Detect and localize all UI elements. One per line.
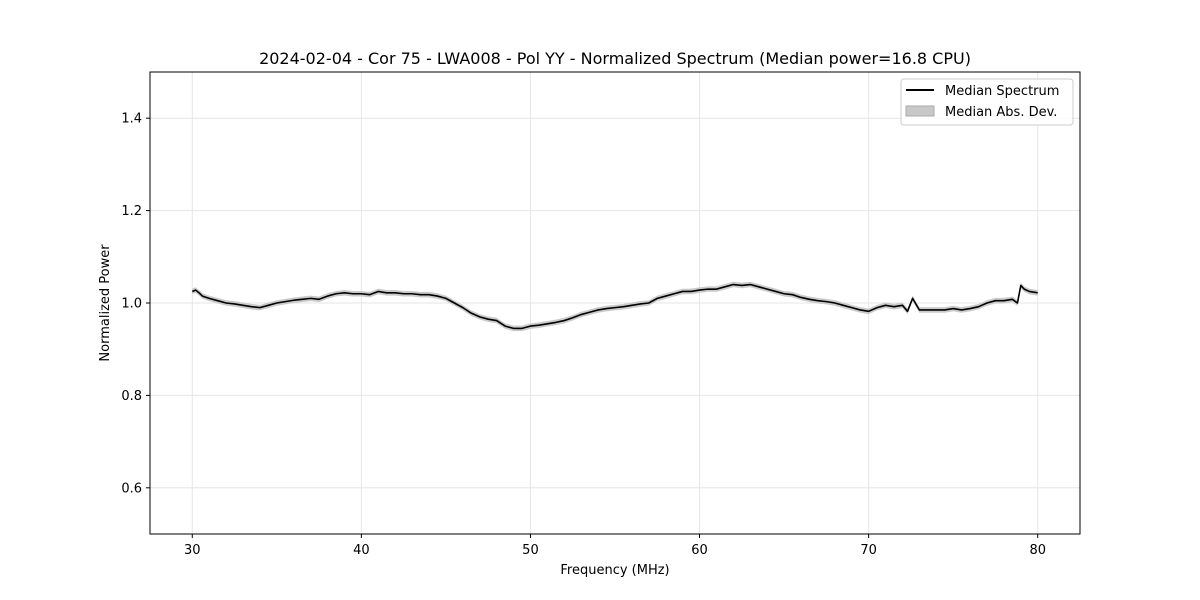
- median-spectrum-line: [191, 283, 1038, 330]
- y-axis-label: Normalized Power: [98, 244, 113, 362]
- y-tick-label: 1.0: [121, 297, 142, 312]
- y-tick-label: 1.4: [121, 112, 142, 127]
- legend: Median Spectrum Median Abs. Dev.: [900, 78, 1074, 126]
- x-tick-label: 30: [184, 543, 201, 558]
- spectrum-line-layer: [191, 283, 1038, 330]
- legend-label-median-abs-dev: Median Abs. Dev.: [945, 105, 1057, 120]
- legend-label-median-spectrum: Median Spectrum: [945, 84, 1059, 99]
- legend-band-swatch: [905, 105, 935, 117]
- x-tick-label: 70: [860, 543, 877, 558]
- x-tick-label: 80: [1029, 543, 1046, 558]
- legend-frame: [900, 78, 1074, 126]
- y-tick-label: 0.8: [121, 389, 142, 404]
- x-tick-label: 50: [522, 543, 539, 558]
- x-tick-label: 60: [691, 543, 708, 558]
- x-axis-ticks: 30 40 50 60 70 80: [184, 534, 1046, 558]
- y-tick-label: 1.2: [121, 204, 142, 219]
- y-tick-label: 0.6: [121, 481, 142, 496]
- chart-title: 2024-02-04 - Cor 75 - LWA008 - Pol YY - …: [259, 49, 971, 68]
- x-tick-label: 40: [353, 543, 370, 558]
- y-axis-ticks: 0.6 0.8 1.0 1.2 1.4: [121, 112, 150, 496]
- x-axis-label: Frequency (MHz): [560, 563, 669, 578]
